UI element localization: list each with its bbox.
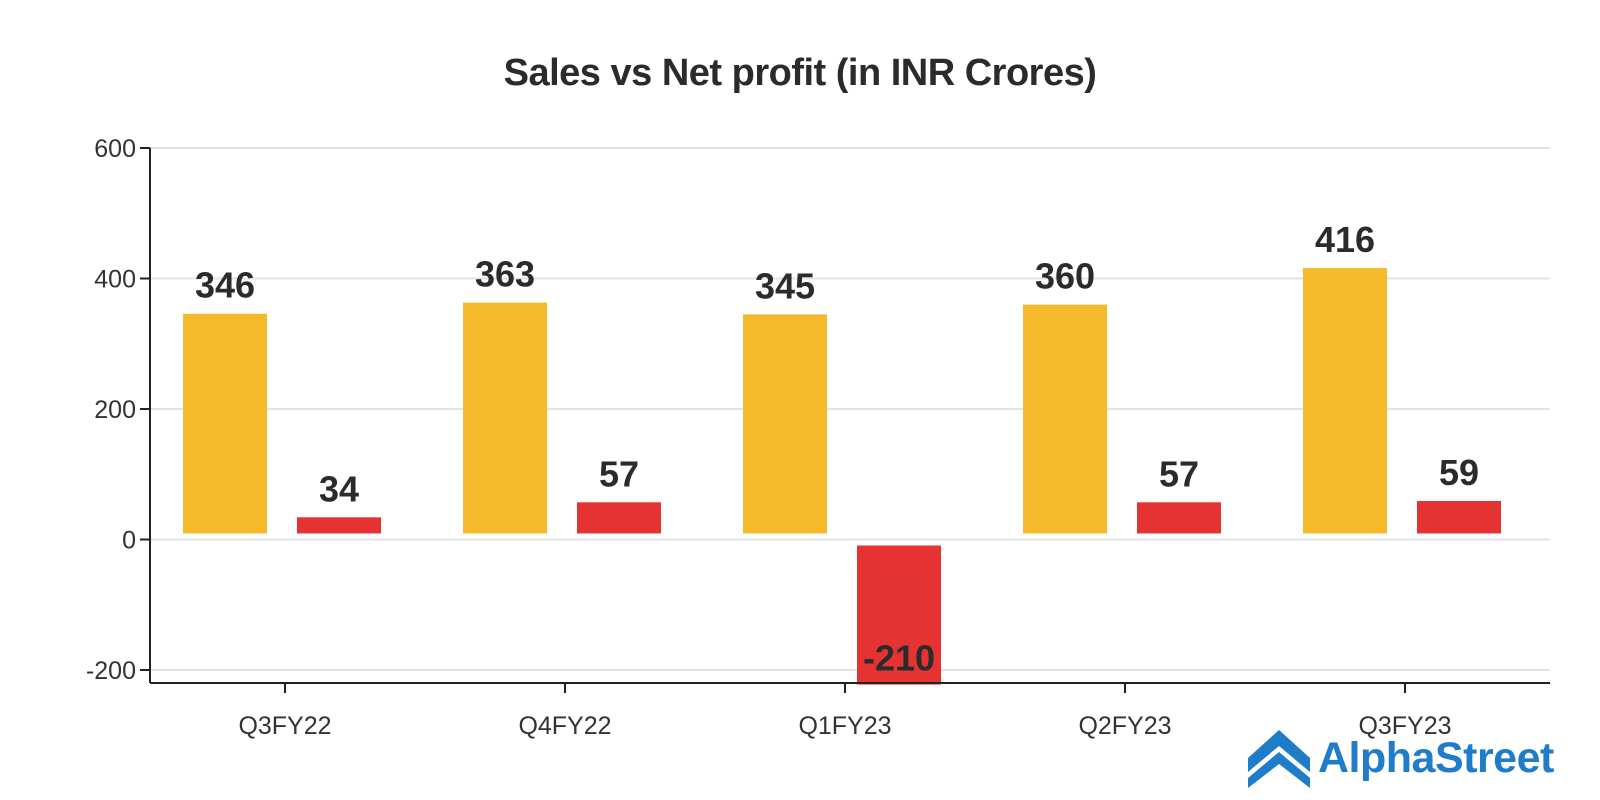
y-axis-ticks: 600 400 200 0 -200: [86, 135, 150, 685]
net-profit-data-label: -210: [863, 638, 935, 679]
y-tick-label: 400: [94, 266, 136, 294]
sales-data-label: 345: [755, 265, 815, 306]
sales-bar: [743, 314, 827, 534]
y-tick-label: 600: [94, 135, 136, 163]
net-profit-data-label: 57: [1159, 453, 1199, 494]
net-profit-data-label: 34: [319, 468, 359, 509]
bars: [183, 268, 1501, 685]
x-tick-label: Q1FY23: [798, 712, 891, 740]
sales-data-label: 363: [475, 254, 535, 295]
net-profit-bar: [297, 517, 381, 534]
x-tick-label: Q4FY22: [518, 712, 611, 740]
x-tick-label: Q2FY23: [1078, 712, 1171, 740]
brand-name: AlphaStreet: [1318, 734, 1554, 782]
net-profit-bar: [1137, 502, 1221, 534]
net-profit-bar: [1417, 501, 1501, 534]
sales-data-label: 360: [1035, 256, 1095, 297]
y-tick-label: 0: [122, 527, 136, 555]
net-profit-bar: [857, 545, 941, 685]
net-profit-data-label: 57: [599, 453, 639, 494]
sales-data-label: 416: [1315, 219, 1375, 260]
sales-bar: [1303, 268, 1387, 534]
data-labels: 346 34 363 57 345 -210 360 57 416 59: [195, 219, 1479, 678]
y-tick-label: 200: [94, 396, 136, 424]
sales-bar: [463, 302, 547, 534]
sales-data-label: 346: [195, 265, 255, 306]
alphastreet-logo-icon: [1248, 730, 1310, 788]
net-profit-data-label: 59: [1439, 452, 1479, 493]
x-tick-label: Q3FY22: [238, 712, 331, 740]
net-profit-bar: [577, 502, 661, 534]
sales-bar: [1023, 304, 1107, 534]
y-tick-label: -200: [86, 657, 136, 685]
sales-bar: [183, 313, 267, 534]
x-axis: Q3FY22 Q4FY22 Q1FY23 Q2FY23 Q3FY23: [238, 683, 1452, 740]
chart-title: Sales vs Net profit (in INR Crores): [503, 52, 1097, 94]
x-tick-label: Q3FY23: [1358, 712, 1451, 740]
